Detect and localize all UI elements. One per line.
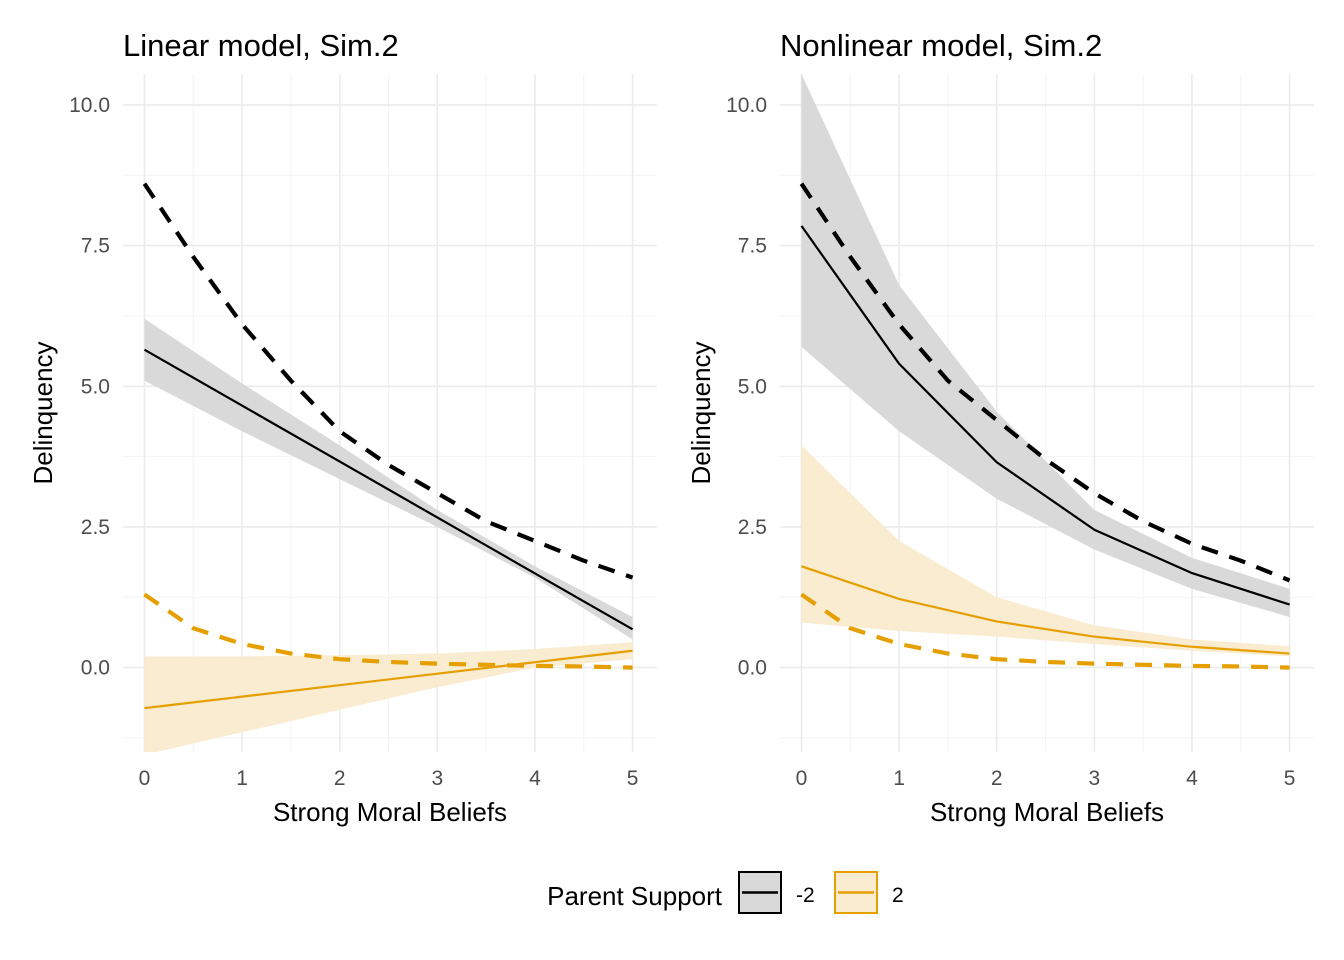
fitted-line-series-1 xyxy=(801,565,1290,655)
fitted-line-series-0 xyxy=(143,348,634,631)
x-axis-title: Strong Moral Beliefs xyxy=(930,797,1164,827)
fitted-line-series-0 xyxy=(800,225,1290,606)
y-tick-label: 10.0 xyxy=(69,94,110,117)
x-tick-label: 0 xyxy=(796,767,808,790)
legend-title: Parent Support xyxy=(547,881,723,911)
panel-nonlinear-model: 0 1 2 3 4 5 0.0 2.5 5.0 7.5 10.0 Nonlinear model, S… xyxy=(686,28,1314,827)
true-curve-series-3 xyxy=(143,592,633,670)
true-curve-series-2 xyxy=(799,182,1291,583)
y-tick-label: 0.0 xyxy=(738,657,767,680)
panel-linear-model: 0 1 2 3 4 5 0.0 2.5 5.0 7.5 10.0 Linear model, Sim.… xyxy=(28,28,657,827)
y-tick-label: 10.0 xyxy=(726,94,767,117)
x-tick-label: 1 xyxy=(236,767,248,790)
x-tick-label: 5 xyxy=(627,767,639,790)
legend-key xyxy=(738,871,782,914)
plot-area xyxy=(142,182,634,752)
true-curve-series-2 xyxy=(142,182,634,580)
x-tick-label: 4 xyxy=(529,767,541,790)
panel-title: Nonlinear model, Sim.2 xyxy=(780,28,1102,63)
fitted-line-series-1 xyxy=(144,649,633,710)
legend-label: -2 xyxy=(796,884,815,907)
y-tick-label: 2.5 xyxy=(81,516,110,539)
x-tick-label: 3 xyxy=(432,767,444,790)
plot-area xyxy=(799,74,1291,670)
y-axis-title: Delinquency xyxy=(686,341,716,484)
y-tick-label: 2.5 xyxy=(738,516,767,539)
x-axis-title: Strong Moral Beliefs xyxy=(273,797,507,827)
y-tick-label: 5.0 xyxy=(81,375,110,398)
panel-title: Linear model, Sim.2 xyxy=(123,28,399,63)
x-tick-label: 1 xyxy=(893,767,905,790)
x-tick-label: 0 xyxy=(139,767,151,790)
y-tick-label: 0.0 xyxy=(81,657,110,680)
y-tick-label: 5.0 xyxy=(738,375,767,398)
y-axis-title: Delinquency xyxy=(28,341,58,484)
x-tick-label: 2 xyxy=(991,767,1003,790)
x-tick-label: 5 xyxy=(1284,767,1296,790)
y-tick-label: 7.5 xyxy=(81,235,110,258)
confidence-ribbon-series-0 xyxy=(801,74,1290,617)
legend-label: 2 xyxy=(892,884,904,907)
legend: Parent Support -2 2 xyxy=(547,871,904,914)
legend-key xyxy=(834,871,878,914)
confidence-ribbon-series-1 xyxy=(144,642,633,752)
x-tick-label: 4 xyxy=(1186,767,1198,790)
true-curve-series-3 xyxy=(800,592,1290,670)
y-tick-label: 7.5 xyxy=(738,235,767,258)
x-tick-label: 2 xyxy=(334,767,346,790)
x-tick-label: 3 xyxy=(1089,767,1101,790)
